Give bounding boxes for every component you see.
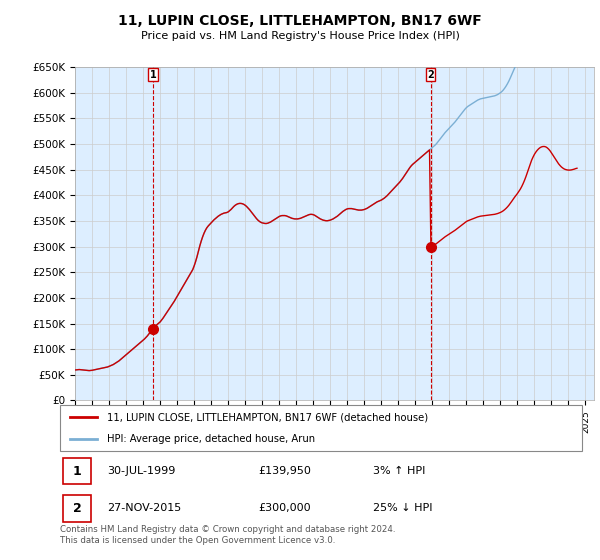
FancyBboxPatch shape <box>62 495 91 521</box>
Text: 11, LUPIN CLOSE, LITTLEHAMPTON, BN17 6WF (detached house): 11, LUPIN CLOSE, LITTLEHAMPTON, BN17 6WF… <box>107 412 428 422</box>
Text: Price paid vs. HM Land Registry's House Price Index (HPI): Price paid vs. HM Land Registry's House … <box>140 31 460 41</box>
Text: 3% ↑ HPI: 3% ↑ HPI <box>373 466 425 476</box>
Text: 27-NOV-2015: 27-NOV-2015 <box>107 503 181 513</box>
Text: 11, LUPIN CLOSE, LITTLEHAMPTON, BN17 6WF: 11, LUPIN CLOSE, LITTLEHAMPTON, BN17 6WF <box>118 14 482 28</box>
Text: £139,950: £139,950 <box>259 466 311 476</box>
Text: 2: 2 <box>73 502 82 515</box>
Text: 1: 1 <box>73 465 82 478</box>
Text: 1: 1 <box>149 70 157 80</box>
FancyBboxPatch shape <box>62 458 91 484</box>
Text: Contains HM Land Registry data © Crown copyright and database right 2024.
This d: Contains HM Land Registry data © Crown c… <box>60 525 395 545</box>
Text: £300,000: £300,000 <box>259 503 311 513</box>
FancyBboxPatch shape <box>60 405 582 451</box>
Text: HPI: Average price, detached house, Arun: HPI: Average price, detached house, Arun <box>107 435 315 444</box>
Text: 25% ↓ HPI: 25% ↓ HPI <box>373 503 433 513</box>
Text: 30-JUL-1999: 30-JUL-1999 <box>107 466 175 476</box>
Text: 2: 2 <box>427 70 434 80</box>
